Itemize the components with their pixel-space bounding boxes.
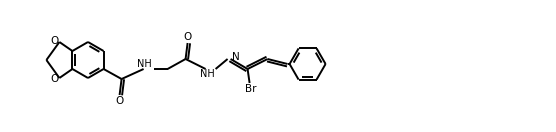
Text: O: O — [183, 32, 192, 42]
Text: O: O — [50, 74, 58, 84]
Text: O: O — [116, 96, 124, 106]
Text: Br: Br — [245, 84, 256, 94]
Text: NH: NH — [200, 69, 215, 79]
Text: O: O — [50, 36, 58, 46]
Text: NH: NH — [137, 59, 152, 69]
Text: N: N — [232, 52, 239, 62]
